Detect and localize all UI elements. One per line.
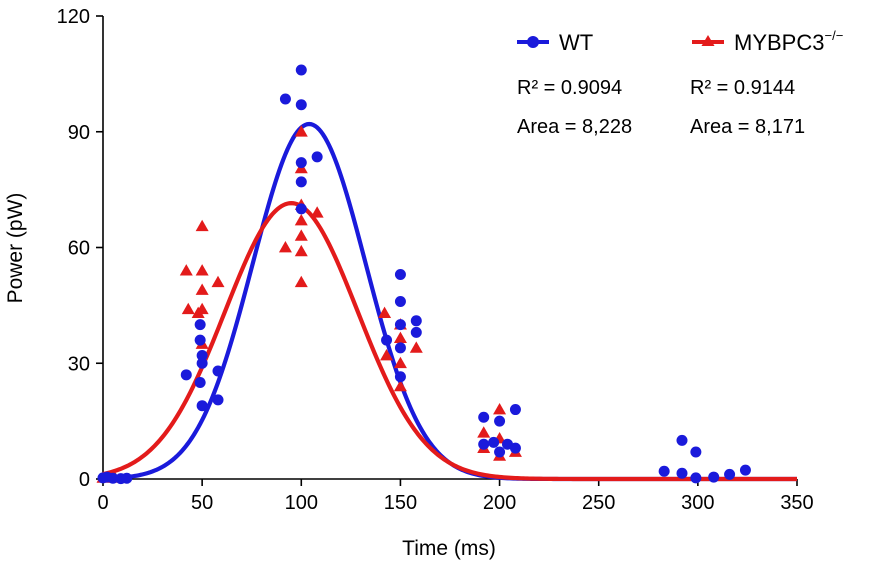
wt-data-point [410, 315, 422, 327]
wt-data-point [739, 464, 751, 476]
wt-data-point [212, 365, 224, 377]
wt-data-point [676, 467, 688, 479]
wt-data-point [394, 319, 406, 331]
x-tick-label: 250 [582, 492, 615, 514]
wt-area-label: Area = 8,228 [517, 116, 632, 138]
legend: WT MYBPC3−/− R² = 0.9094 R² = 0.9144 Are… [517, 28, 843, 138]
mybpc3-fit-curve [102, 201, 797, 482]
wt-data-point [196, 350, 208, 362]
wt-data-point [494, 415, 506, 427]
wt-data-point [394, 296, 406, 308]
legend-mybpc3-marker [701, 35, 715, 46]
legend-mybpc3-label: MYBPC3−/− [734, 28, 843, 55]
x-tick-label: 300 [681, 492, 714, 514]
wt-fit-curve [102, 121, 797, 482]
y-axis-title: Power (pW) [4, 193, 27, 304]
wt-data-point [295, 176, 307, 188]
mybpc3-data-point [477, 426, 491, 438]
mybpc3-r2-label: R² = 0.9144 [690, 77, 795, 99]
wt-data-point [509, 404, 521, 416]
y-tick-label: 60 [68, 238, 90, 260]
legend-wt-label: WT [559, 30, 593, 55]
x-tick-label: 100 [285, 492, 318, 514]
mybpc3-data-point [294, 244, 308, 257]
wt-data-point [295, 203, 307, 215]
wt-data-point [394, 342, 406, 354]
wt-data-point [196, 400, 208, 412]
wt-data-point [196, 357, 208, 369]
wt-data-point [121, 472, 133, 484]
wt-data-point [180, 369, 192, 381]
fit-curves [102, 121, 797, 482]
x-axis-title: Time (ms) [402, 537, 496, 560]
mybpc3-data-point [380, 349, 394, 361]
legend-mybpc3-superscript: −/− [824, 28, 843, 43]
legend-wt-marker [527, 36, 539, 48]
wt-data-point [488, 436, 500, 448]
x-tick-label: 150 [384, 492, 417, 514]
y-tick-label: 0 [79, 469, 90, 491]
wt-data-point [676, 434, 688, 446]
wt-data-point [690, 472, 702, 484]
wt-data-point [311, 151, 323, 163]
y-tick-label: 90 [68, 122, 90, 144]
mybpc3-data-point [378, 306, 392, 318]
wt-data-point [194, 319, 206, 331]
wt-data-point [194, 334, 206, 346]
mybpc3-area-label: Area = 8,171 [690, 116, 805, 138]
mybpc3-data-point [294, 229, 308, 241]
mybpc3-data-point [181, 302, 195, 315]
wt-data-point [724, 468, 736, 480]
wt-data-point [279, 93, 291, 105]
wt-data-point [381, 334, 393, 346]
x-tick-label: 200 [483, 492, 516, 514]
mybpc3-data-point [393, 379, 407, 392]
wt-data-point [509, 442, 521, 454]
wt-data-point [410, 326, 422, 338]
mybpc3-data-point [179, 264, 193, 276]
mybpc3-data-point [195, 219, 209, 232]
wt-data-point [295, 64, 307, 76]
mybpc3-data-point [278, 241, 292, 253]
x-tick-label: 0 [97, 492, 108, 514]
y-tick-label: 30 [68, 353, 90, 375]
mybpc3-data-point [393, 356, 407, 369]
wt-data-point [478, 438, 490, 450]
wt-data-point [194, 377, 206, 389]
y-tick-label: 120 [57, 6, 90, 28]
x-tick-label: 350 [780, 492, 813, 514]
wt-data-point [212, 394, 224, 406]
mybpc3-data-point [294, 275, 308, 288]
wt-data-point [690, 446, 702, 458]
data-points [96, 64, 751, 485]
mybpc3-data-point [409, 341, 423, 353]
legend-mybpc3-name: MYBPC3 [734, 30, 824, 55]
wt-data-point [394, 269, 406, 281]
mybpc3-data-point [195, 283, 209, 295]
mybpc3-data-point [211, 275, 225, 288]
wt-data-point [708, 471, 720, 483]
wt-data-point [295, 157, 307, 169]
mybpc3-data-point [493, 403, 507, 415]
mybpc3-data-point [294, 213, 308, 226]
wt-data-point [394, 371, 406, 383]
wt-data-point [494, 446, 506, 458]
mybpc3-data-point [294, 125, 308, 137]
mybpc3-data-point [195, 302, 209, 315]
wt-data-point [658, 465, 670, 477]
wt-r2-label: R² = 0.9094 [517, 77, 622, 99]
mybpc3-data-point [195, 264, 209, 276]
wt-data-point [107, 472, 119, 484]
wt-data-point [295, 99, 307, 111]
wt-data-point [478, 411, 490, 423]
x-tick-label: 50 [191, 492, 213, 514]
mybpc3-data-point [393, 331, 407, 344]
mybpc3-data-point [310, 206, 324, 218]
